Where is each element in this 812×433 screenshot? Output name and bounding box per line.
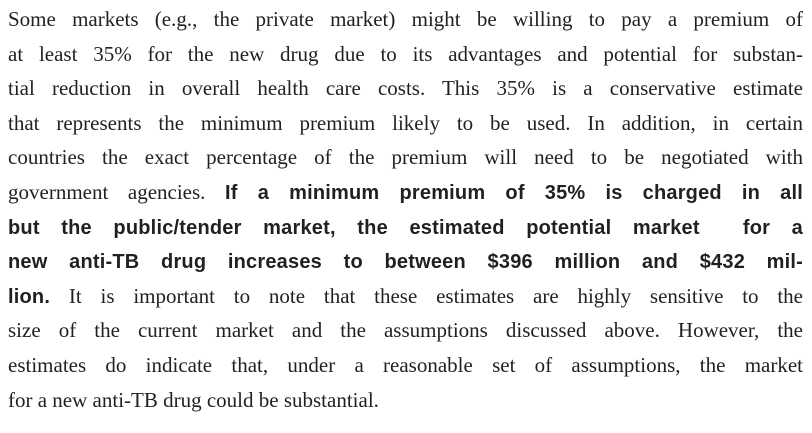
text-line: countries the exact percentage of the pr… (8, 140, 803, 175)
bold-text: but the public/tender market, the estima… (8, 216, 803, 239)
bold-text: lion. (8, 285, 51, 308)
text-line: government agencies. If a minimum premiu… (8, 175, 803, 210)
text-line: tial reduction in overall health care co… (8, 71, 803, 106)
body-text: Some markets (e.g., the private market) … (8, 7, 803, 31)
body-text: at least 35% for the new drug due to its… (8, 41, 803, 66)
body-text: government agencies. (8, 179, 225, 204)
text-line: for a new anti-TB drug could be substant… (8, 383, 803, 418)
body-text: for a new anti-TB drug could be substant… (8, 387, 379, 412)
text-line: estimates do indicate that, under a reas… (8, 348, 803, 383)
body-text: It is important to note that these estim… (50, 283, 803, 308)
text-line: that represents the minimum premium like… (8, 106, 803, 141)
text-line: new anti-TB drug increases to between $3… (8, 244, 803, 279)
text-line: at least 35% for the new drug due to its… (8, 37, 803, 72)
bold-text: If a minimum premium of 35% is charged i… (225, 181, 804, 204)
body-text: that represents the minimum premium like… (8, 110, 803, 135)
body-text: estimates do indicate that, under a reas… (8, 352, 803, 377)
body-text: size of the current market and the assum… (8, 318, 803, 343)
body-text: countries the exact percentage of the pr… (8, 145, 803, 170)
body-text: tial reduction in overall health care co… (8, 76, 803, 101)
text-line: Some markets (e.g., the private market) … (8, 2, 803, 37)
text-line: lion. It is important to note that these… (8, 279, 803, 314)
text-line: size of the current market and the assum… (8, 313, 803, 348)
bold-text: new anti-TB drug increases to between $3… (8, 251, 803, 274)
text-line: but the public/tender market, the estima… (8, 210, 803, 245)
